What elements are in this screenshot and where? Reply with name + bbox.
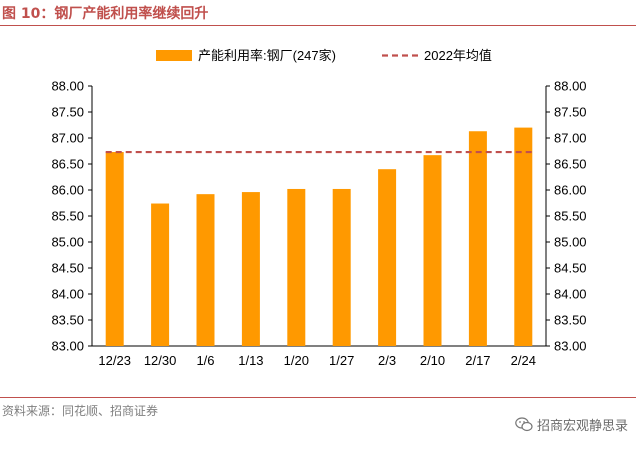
watermark-text: 招商宏观静思录	[536, 419, 628, 434]
y-tick-label-left: 86.50	[51, 157, 84, 172]
y-tick-label-right: 86.50	[554, 157, 587, 172]
figure-title: 图 10：钢厂产能利用率继续回升	[2, 6, 209, 22]
y-tick-label-left: 85.50	[51, 209, 84, 224]
y-tick-labels-right: 83.00 83.50 84.00 84.50 85.00 85.50 86.00 86.50…	[554, 79, 587, 354]
y-tick-label-left: 84.00	[51, 287, 84, 302]
x-tick-label: 12/30	[144, 353, 177, 368]
y-tick-label-left: 87.00	[51, 131, 84, 146]
bar	[378, 169, 397, 346]
bar	[423, 155, 442, 346]
y-tick-label-left: 88.00	[51, 79, 84, 94]
x-tick-label: 2/10	[420, 353, 445, 368]
y-tick-label-right: 87.50	[554, 105, 587, 120]
y-tick-label-right: 86.00	[554, 183, 587, 198]
y-tick-labels-left: 83.00 83.50 84.00 84.50 85.00 85.50 86.00 86.50…	[51, 79, 84, 354]
y-tick-label-left: 83.00	[51, 339, 84, 354]
y-tick-label-left: 87.50	[51, 105, 84, 120]
y-tick-label-right: 88.00	[554, 79, 587, 94]
x-tick-label: 1/20	[284, 353, 309, 368]
y-tick-label-right: 85.00	[554, 235, 587, 250]
legend-label-line: 2022年均值	[424, 48, 492, 63]
bar	[468, 131, 487, 346]
y-tick-label-right: 83.50	[554, 313, 587, 328]
x-tick-labels: 12/23 12/30 1/6 1/13 1/20 1/27 2/3 2/10 2/17 2/24	[98, 353, 536, 368]
bar	[105, 152, 124, 346]
y-tick-label-right: 83.00	[554, 339, 587, 354]
y-tick-label-left: 85.00	[51, 235, 84, 250]
x-tick-label: 2/17	[465, 353, 490, 368]
x-tick-label: 2/24	[511, 353, 536, 368]
legend-label-bar: 产能利用率:钢厂(247家)	[198, 48, 336, 63]
bar	[514, 127, 533, 346]
bar	[151, 203, 170, 346]
y-tick-label-right: 84.00	[554, 287, 587, 302]
source-divider	[0, 397, 636, 398]
source-note: 资料来源：同花顺、招商证券	[2, 404, 159, 418]
x-tick-label: 1/6	[196, 353, 214, 368]
x-tick-label: 12/23	[98, 353, 131, 368]
y-tick-label-right: 85.50	[554, 209, 587, 224]
chart-bars	[105, 127, 533, 346]
x-tick-label: 2/3	[378, 353, 396, 368]
y-tick-label-right: 87.00	[554, 131, 587, 146]
bar	[332, 188, 351, 346]
y-tick-label-right: 84.50	[554, 261, 587, 276]
title-divider	[0, 25, 636, 26]
bar	[196, 194, 215, 346]
x-tick-label: 1/27	[329, 353, 354, 368]
bar	[241, 192, 260, 346]
chart-legend: 产能利用率:钢厂(247家) 2022年均值	[156, 48, 492, 63]
bar	[287, 188, 306, 346]
x-tick-label: 1/13	[238, 353, 263, 368]
wechat-icon	[515, 417, 533, 432]
y-tick-label-left: 84.50	[51, 261, 84, 276]
y-tick-label-left: 86.00	[51, 183, 84, 198]
watermark: 招商宏观静思录	[515, 415, 628, 434]
legend-swatch-bar	[156, 50, 192, 61]
y-tick-label-left: 83.50	[51, 313, 84, 328]
